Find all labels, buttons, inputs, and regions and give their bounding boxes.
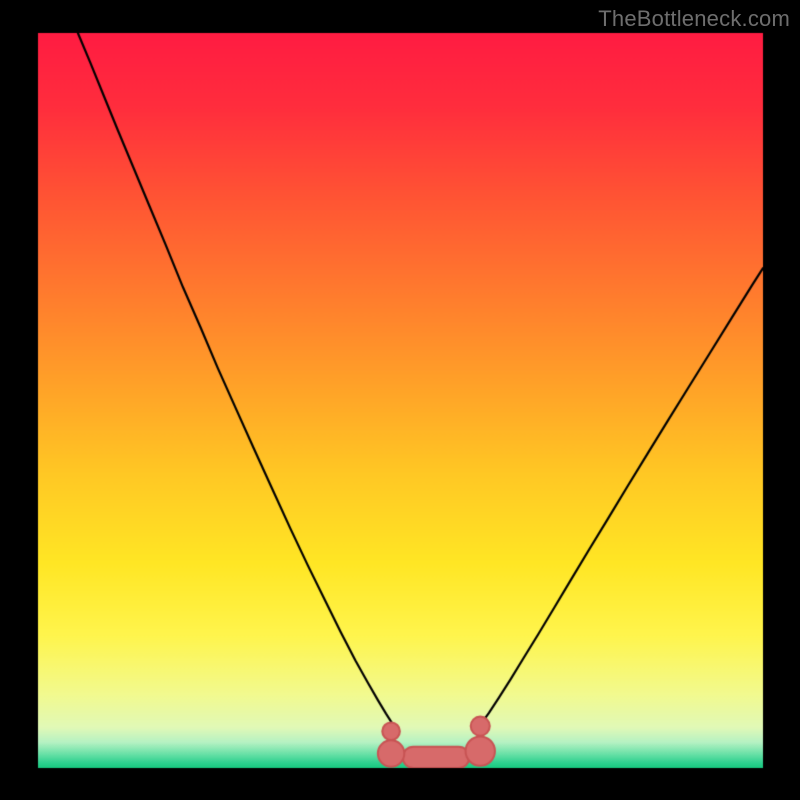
bottleneck-chart: [0, 0, 800, 800]
chart-container: TheBottleneck.com: [0, 0, 800, 800]
